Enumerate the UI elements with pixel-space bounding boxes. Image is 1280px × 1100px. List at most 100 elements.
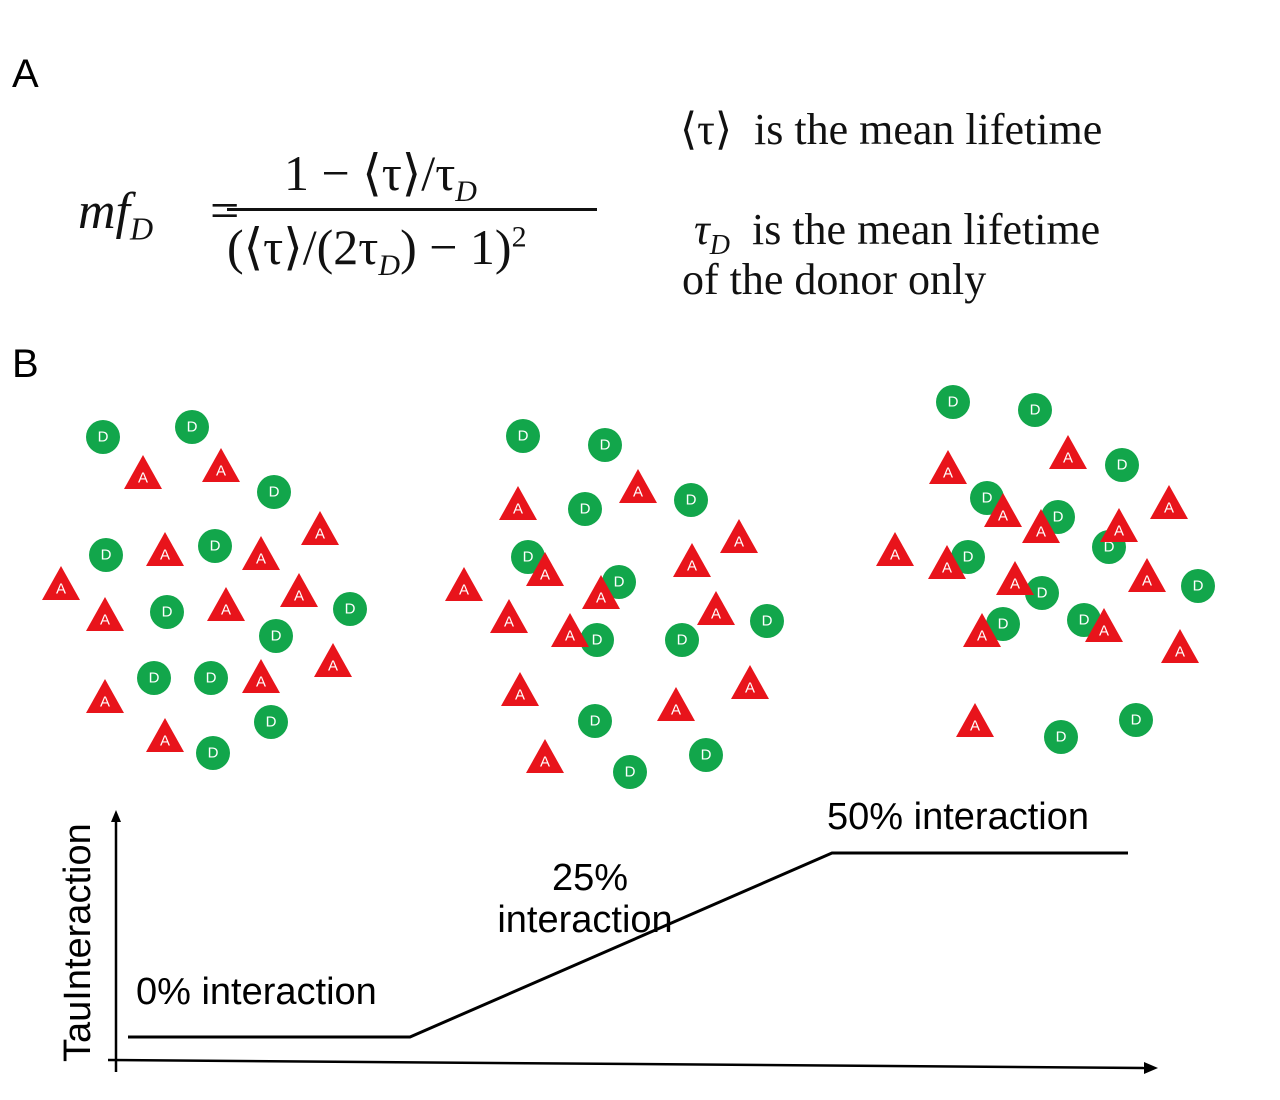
acceptor-triangle <box>963 613 1001 647</box>
acceptor-triangle <box>720 519 758 553</box>
level-25-label: 25% <box>552 857 628 899</box>
definition-mean-lifetime: ⟨τ⟩ is the mean lifetime <box>680 105 1103 154</box>
acceptor-label: A <box>1114 523 1124 540</box>
acceptor-molecule: A <box>1049 435 1087 469</box>
acceptor-triangle <box>956 703 994 737</box>
acceptor-molecule: A <box>301 511 339 545</box>
acceptor-triangle <box>1128 558 1166 592</box>
x-axis <box>107 1058 1149 1070</box>
acceptor-label: A <box>711 606 721 623</box>
donor-molecule: D <box>665 623 699 657</box>
acceptor-molecule: A <box>242 659 280 693</box>
acceptor-molecule: A <box>963 613 1001 647</box>
definition-donor-only: of the donor only <box>682 255 987 304</box>
donor-molecule: D <box>602 565 636 599</box>
donor-circle <box>196 736 230 770</box>
acceptor-triangle <box>501 672 539 706</box>
acceptor-triangle <box>86 597 124 631</box>
donor-molecule: D <box>613 755 647 789</box>
acceptor-label: A <box>687 558 697 575</box>
donor-label: D <box>580 501 591 518</box>
donor-circle <box>175 410 209 444</box>
level-25-label-line2: interaction <box>497 899 672 941</box>
donor-molecule: D <box>986 607 1020 641</box>
acceptor-label: A <box>138 470 148 487</box>
equation-lhs: mfD <box>78 183 154 247</box>
acceptor-triangle <box>301 511 339 545</box>
donor-label: D <box>948 394 959 411</box>
donor-molecule: D <box>196 736 230 770</box>
acceptor-molecule: A <box>1128 558 1166 592</box>
donor-molecule: D <box>936 385 970 419</box>
donor-molecule: D <box>254 705 288 739</box>
acceptor-label: A <box>942 560 952 577</box>
donor-molecule: D <box>86 420 120 454</box>
acceptor-triangle <box>86 679 124 713</box>
acceptor-triangle <box>490 599 528 633</box>
acceptor-molecule: A <box>146 718 184 752</box>
acceptor-molecule: A <box>582 575 620 609</box>
donor-circle <box>259 619 293 653</box>
donor-label: D <box>686 492 697 509</box>
acceptor-molecule: A <box>1022 509 1060 543</box>
acceptor-label: A <box>160 547 170 564</box>
acceptor-triangle <box>526 739 564 773</box>
equation-numerator: 1 − ⟨τ⟩/τD <box>284 145 477 208</box>
donor-molecule: D <box>1025 576 1059 610</box>
donor-label: D <box>266 714 277 731</box>
interaction-plot: TauInteraction 0% interaction 25% intera… <box>57 796 1158 1074</box>
acceptor-molecule: A <box>86 679 124 713</box>
acceptor-molecule: A <box>526 739 564 773</box>
donor-circle <box>580 623 614 657</box>
donor-molecule: D <box>1018 393 1052 427</box>
donor-molecule: D <box>194 661 228 695</box>
donor-label: D <box>1131 712 1142 729</box>
donor-circle <box>1105 448 1139 482</box>
donor-label: D <box>1037 585 1048 602</box>
donor-molecule: D <box>951 540 985 574</box>
acceptor-label: A <box>734 534 744 551</box>
fraction-bar <box>227 208 597 211</box>
acceptor-label: A <box>540 754 550 771</box>
acceptor-label: A <box>1036 524 1046 541</box>
donor-circle <box>257 475 291 509</box>
donor-label: D <box>162 604 173 621</box>
donor-molecule: D <box>506 419 540 453</box>
acceptor-triangle <box>1150 485 1188 519</box>
donor-circle <box>150 595 184 629</box>
donor-circle <box>689 738 723 772</box>
donor-label: D <box>998 616 1009 633</box>
donor-label: D <box>963 549 974 566</box>
y-axis-arrowhead <box>111 810 121 822</box>
acceptor-molecule: A <box>146 532 184 566</box>
acceptor-molecule: A <box>490 599 528 633</box>
acceptor-label: A <box>540 567 550 584</box>
acceptor-molecule: A <box>499 486 537 520</box>
donor-circle <box>750 604 784 638</box>
acceptor-triangle <box>202 448 240 482</box>
donor-label: D <box>625 764 636 781</box>
acceptor-triangle <box>1161 629 1199 663</box>
acceptor-molecule: A <box>657 687 695 721</box>
acceptor-molecule: A <box>619 469 657 503</box>
donor-label: D <box>762 613 773 630</box>
acceptor-label: A <box>459 582 469 599</box>
acceptor-label: A <box>1175 644 1185 661</box>
donor-molecule: D <box>1181 569 1215 603</box>
donor-circle <box>665 623 699 657</box>
acceptor-label: A <box>515 687 525 704</box>
acceptor-molecule: A <box>731 665 769 699</box>
equals-sign: = <box>210 183 240 240</box>
donor-circle <box>613 755 647 789</box>
acceptor-label: A <box>315 526 325 543</box>
acceptor-label: A <box>504 614 514 631</box>
acceptor-label: A <box>998 508 1008 525</box>
donor-molecule: D <box>333 592 367 626</box>
acceptor-label: A <box>328 658 338 675</box>
acceptor-molecule: A <box>996 561 1034 595</box>
donor-molecule: D <box>588 428 622 462</box>
acceptor-triangle <box>124 455 162 489</box>
acceptor-triangle <box>242 536 280 570</box>
acceptor-label: A <box>745 680 755 697</box>
